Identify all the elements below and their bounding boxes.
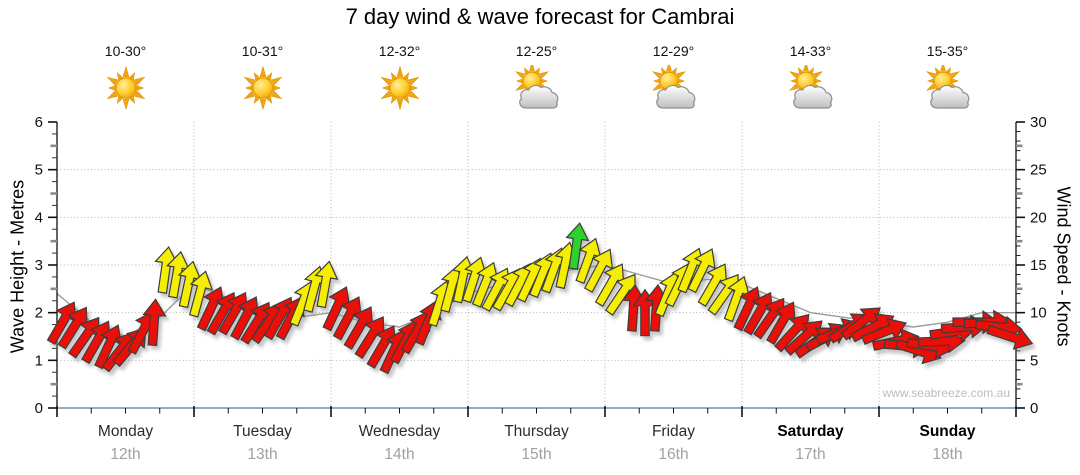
day-forecast-monday: 10-30° bbox=[57, 42, 194, 111]
left-axis-tick-label: 2 bbox=[35, 305, 43, 322]
sun-behind-cloud-icon bbox=[651, 65, 695, 109]
left-axis-tick-label: 6 bbox=[35, 114, 43, 131]
day-name-label: Thursday bbox=[504, 423, 569, 440]
right-axis-tick-label: 20 bbox=[1030, 209, 1047, 226]
temperature-range: 10-31° bbox=[241, 43, 284, 59]
wind-arrow-series bbox=[46, 222, 1034, 375]
day-date-label: 17th bbox=[795, 446, 825, 463]
day-date-label: 16th bbox=[658, 446, 688, 463]
day-forecast-wednesday: 12-32° bbox=[331, 42, 468, 111]
temperature-range: 12-29° bbox=[652, 43, 695, 59]
right-axis-tick-label: 10 bbox=[1030, 305, 1047, 322]
sun-icon bbox=[380, 65, 419, 111]
left-axis-tick-label: 1 bbox=[35, 352, 43, 369]
temperature-range: 10-30° bbox=[104, 43, 147, 59]
wind-arrow bbox=[314, 260, 339, 309]
day-date-label: 14th bbox=[384, 446, 414, 463]
wind-arrow bbox=[142, 298, 167, 347]
day-date-label: 12th bbox=[110, 446, 140, 463]
day-forecast-friday: 12-29° bbox=[605, 42, 742, 111]
temperature-range: 12-32° bbox=[378, 43, 421, 59]
day-date-label: 13th bbox=[247, 446, 277, 463]
right-axis-tick-label: 15 bbox=[1030, 257, 1047, 274]
day-name-label: Sunday bbox=[920, 423, 976, 440]
day-name-label: Saturday bbox=[777, 423, 844, 440]
day-date-label: 18th bbox=[932, 446, 962, 463]
left-axis-tick-label: 0 bbox=[35, 400, 43, 417]
right-axis-tick-label: 25 bbox=[1030, 162, 1047, 179]
sun-behind-cloud-icon bbox=[925, 65, 969, 109]
temperature-range: 14-33° bbox=[789, 43, 832, 59]
day-name-label: Monday bbox=[98, 423, 153, 440]
day-forecast-saturday: 14-33° bbox=[742, 42, 879, 111]
right-axis-tick-label: 5 bbox=[1030, 352, 1038, 369]
watermark: www.seabreeze.com.au bbox=[882, 386, 1010, 400]
sun-behind-cloud-icon bbox=[788, 65, 832, 109]
chart-title: 7 day wind & wave forecast for Cambrai bbox=[345, 4, 735, 29]
right-axis-tick-label: 30 bbox=[1030, 114, 1047, 131]
temperature-range: 15-35° bbox=[926, 43, 969, 59]
sun-icon bbox=[243, 65, 282, 111]
wind-arrow bbox=[583, 248, 614, 293]
sun-behind-cloud-icon bbox=[514, 65, 558, 109]
day-date-label: 15th bbox=[521, 446, 551, 463]
wind-arrow bbox=[188, 270, 214, 318]
wind-arrow bbox=[986, 324, 1034, 351]
sun-icon bbox=[106, 65, 145, 111]
gridlines bbox=[57, 122, 1016, 408]
day-forecast-tuesday: 10-31° bbox=[194, 42, 331, 111]
temperature-range: 12-25° bbox=[515, 43, 558, 59]
wind-arrow bbox=[687, 248, 716, 294]
left-axis-tick-label: 4 bbox=[35, 209, 43, 226]
day-forecast-thursday: 12-25° bbox=[468, 42, 605, 111]
left-axis-tick-label: 5 bbox=[35, 162, 43, 179]
day-name-label: Tuesday bbox=[233, 423, 292, 440]
day-name-label: Wednesday bbox=[359, 423, 441, 440]
right-axis-tick-label: 0 bbox=[1030, 400, 1038, 417]
left-axis-tick-label: 3 bbox=[35, 257, 43, 274]
wind-arrow bbox=[565, 222, 590, 270]
day-forecast-sunday: 15-35° bbox=[879, 42, 1016, 111]
day-name-label: Friday bbox=[652, 423, 695, 440]
